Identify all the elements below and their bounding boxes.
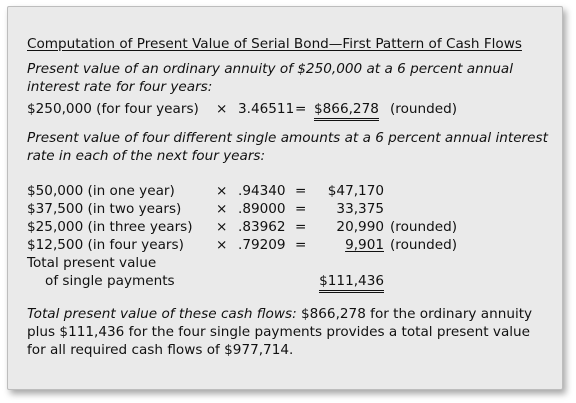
- total-label-line-2: of single payments: [45, 273, 175, 289]
- annuity-factor: 3.46511: [238, 101, 295, 117]
- row-amount: $25,000 (in three years): [27, 219, 193, 235]
- summary-prefix: Total present value of these cash flows:: [27, 306, 297, 322]
- multiply-sign: ×: [216, 183, 228, 199]
- total-value: $111,436: [300, 272, 384, 293]
- row-factor: .89000: [238, 201, 286, 217]
- equals-sign: =: [295, 183, 307, 199]
- single-amounts-description-line-2: rate in each of the next four years:: [27, 148, 266, 164]
- annuity-description-line-1: Present value of an ordinary annuity of …: [27, 61, 514, 77]
- summary-line-3: for all required cash flows of $977,714.: [27, 342, 294, 358]
- total-label-line-1: Total present value: [27, 255, 157, 271]
- equals-sign: =: [295, 201, 307, 217]
- row-note: (rounded): [390, 237, 458, 253]
- row-result: 9,901: [345, 237, 384, 253]
- annuity-description-line-2: interest rate for four years:: [27, 79, 213, 95]
- row-amount: $12,500 (in four years): [27, 237, 184, 253]
- summary-line-2: plus $111,436 for the four single paymen…: [27, 324, 531, 340]
- single-amounts-description-line-1: Present value of four different single a…: [27, 130, 548, 146]
- annuity-note: (rounded): [390, 101, 458, 117]
- page-title: Computation of Present Value of Serial B…: [27, 36, 522, 52]
- row-factor: .94340: [238, 183, 286, 199]
- multiply-sign: ×: [216, 219, 228, 235]
- row-factor: .83962: [238, 219, 286, 235]
- row-amount: $37,500 (in two years): [27, 201, 182, 217]
- row-amount: $50,000 (in one year): [27, 183, 175, 199]
- annuity-result-value: $866,278: [314, 101, 379, 121]
- content-card: [7, 6, 563, 390]
- summary-line-1: Total present value of these cash flows:…: [27, 305, 532, 323]
- equals-sign: =: [295, 237, 307, 253]
- multiply-sign: ×: [216, 101, 228, 117]
- row-factor: .79209: [238, 237, 286, 253]
- annuity-amount: $250,000 (for four years): [27, 101, 199, 117]
- row-result: 33,375: [336, 201, 384, 217]
- multiply-sign: ×: [216, 201, 228, 217]
- total-value-text: $111,436: [319, 273, 384, 293]
- annuity-result: $866,278: [314, 100, 379, 121]
- equals-sign: =: [295, 101, 307, 117]
- equals-sign: =: [295, 219, 307, 235]
- row-note: (rounded): [390, 219, 458, 235]
- row-result: 20,990: [336, 219, 384, 235]
- row-result: $47,170: [327, 183, 384, 199]
- summary-rest: $866,278 for the ordinary annuity: [296, 306, 533, 322]
- multiply-sign: ×: [216, 237, 228, 253]
